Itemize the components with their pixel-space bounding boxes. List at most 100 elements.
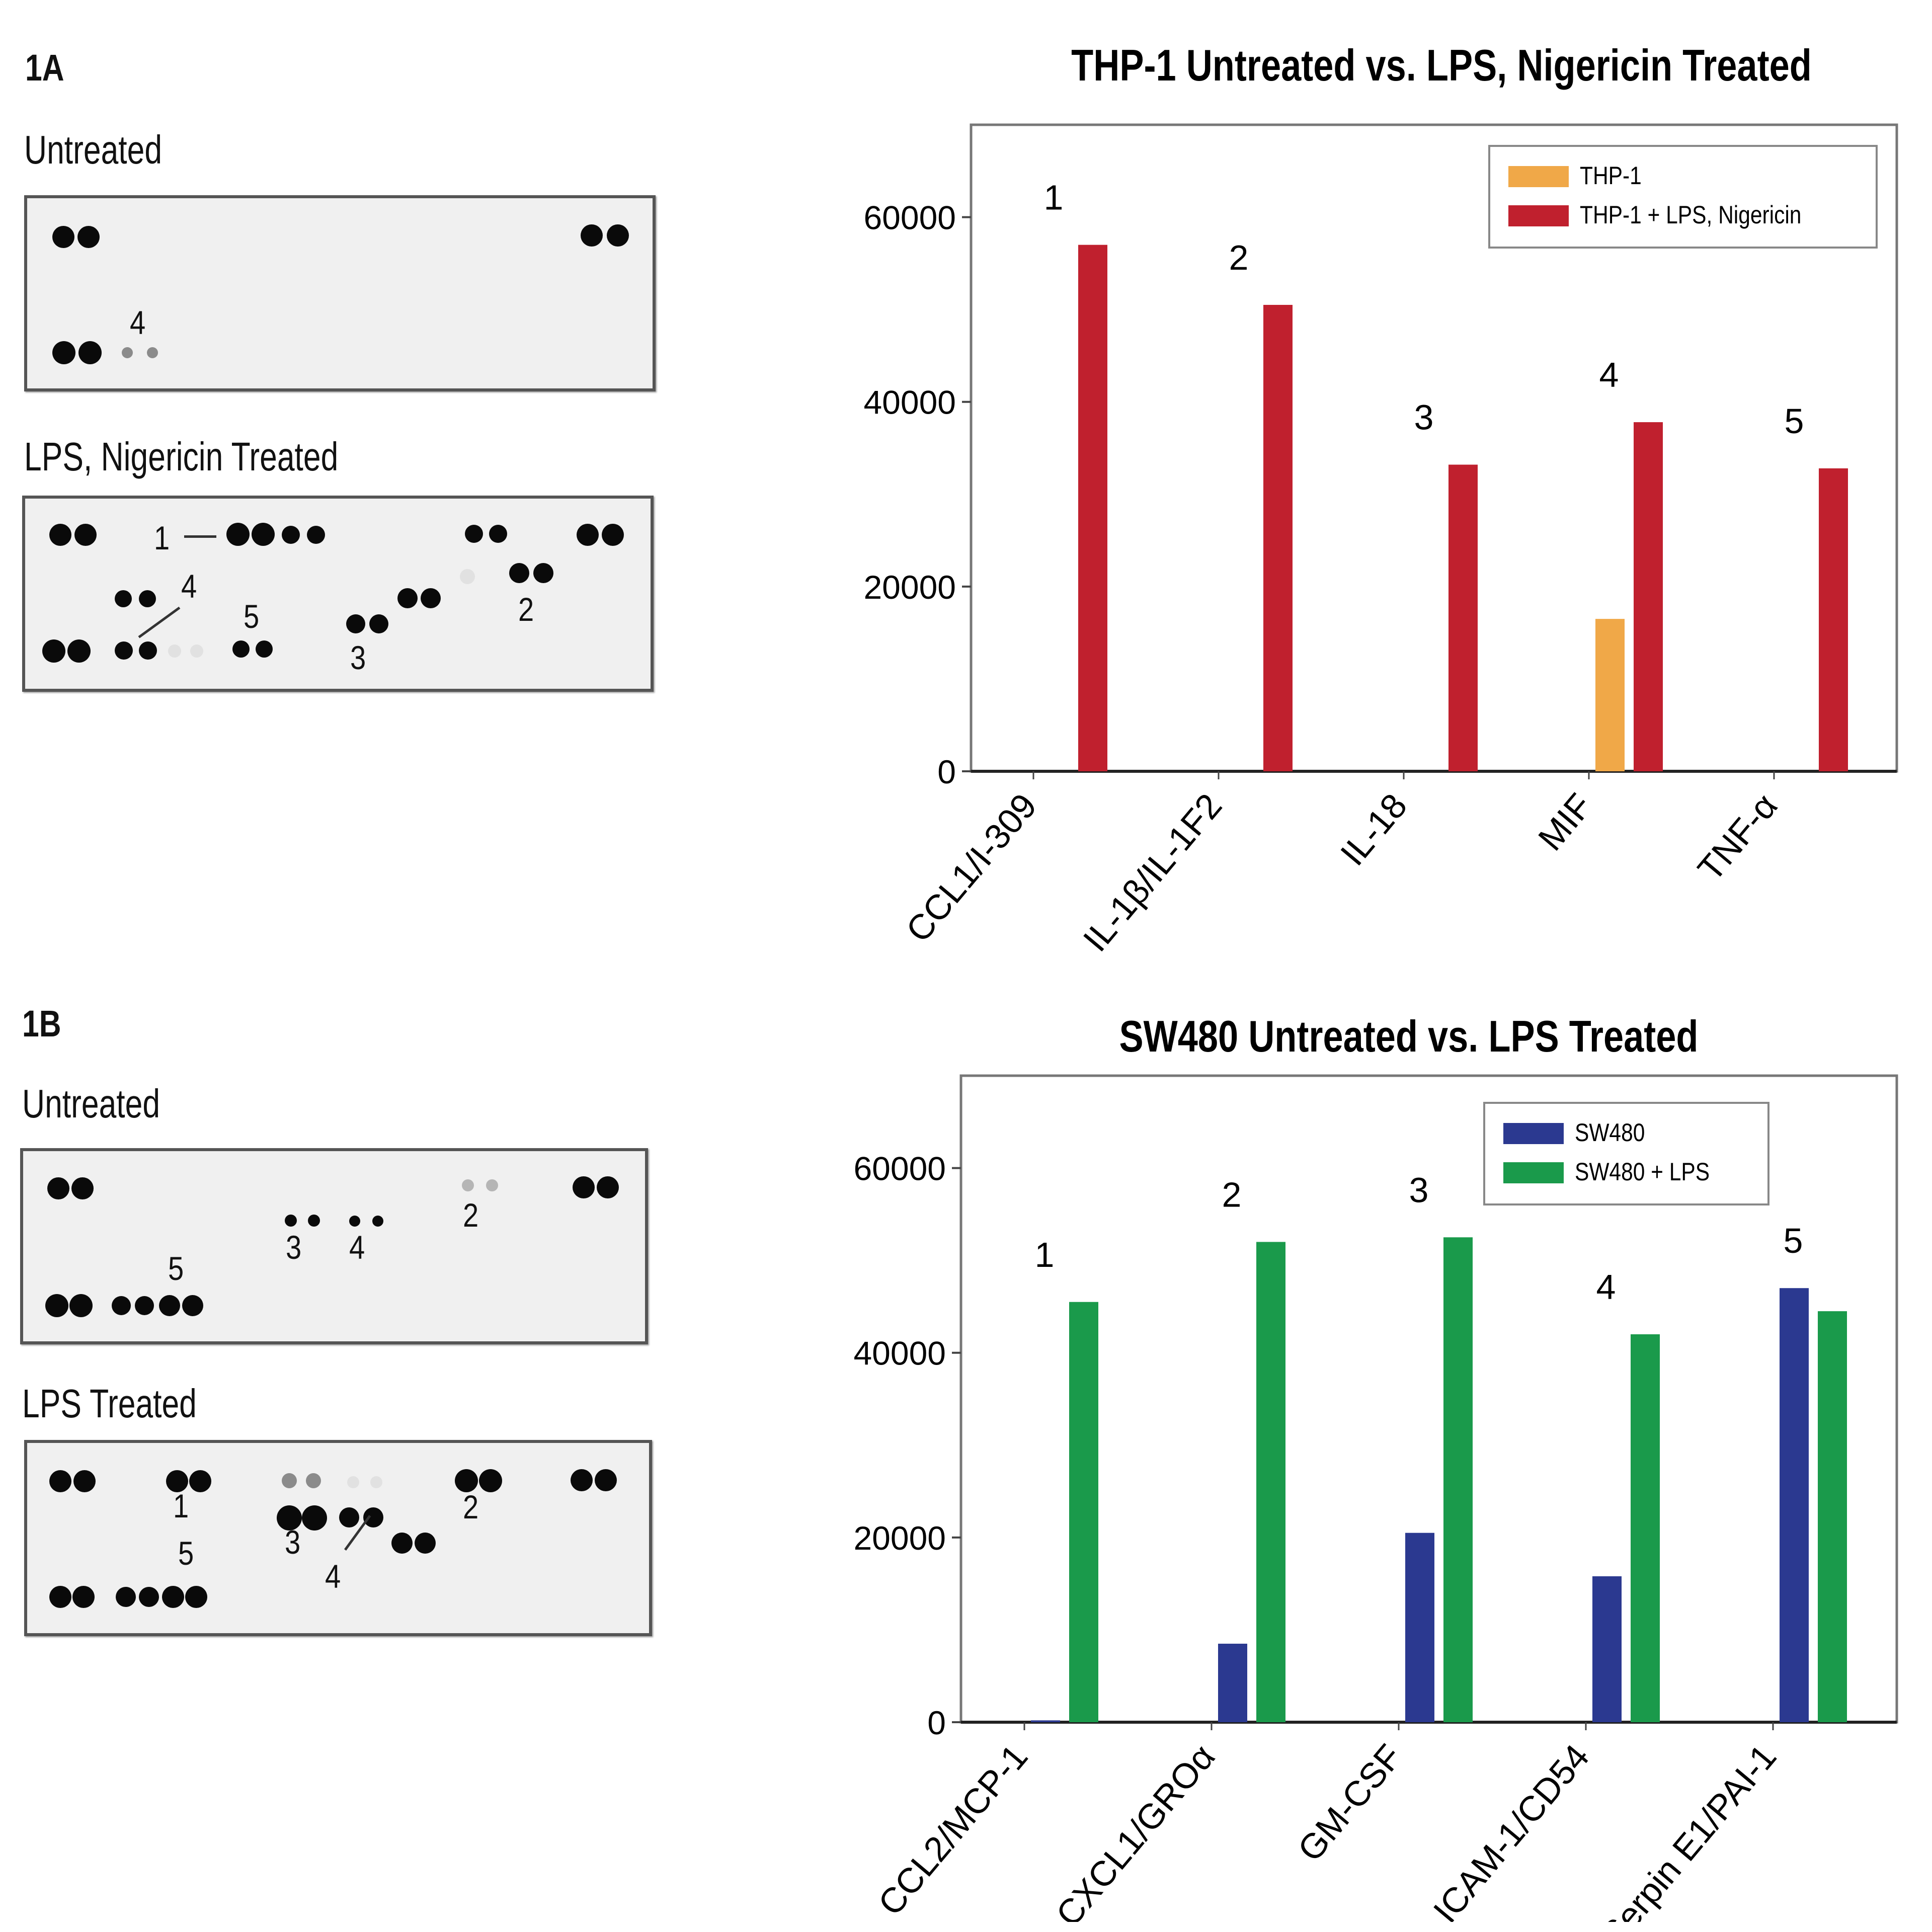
x-tick-label: MIF [1531,786,1599,858]
blot-1a-treated-number-4: 4 [181,568,197,605]
blot-spot [581,224,603,247]
blot-1a-treated [22,496,654,692]
blot-spot [571,1469,593,1491]
blot-spot [67,639,91,663]
blot-spot [607,224,629,247]
blot-spot [52,226,74,248]
blot-spot [369,614,388,633]
blot-spot [533,563,553,583]
legend-swatch [1503,1162,1564,1183]
blot-spot [78,341,102,364]
bar [1631,1334,1660,1722]
bar-number-label: 4 [1599,355,1619,394]
y-tick-label: 40000 [863,384,956,421]
blot-spot [339,1507,359,1527]
blot-spot [185,1586,207,1608]
bar-number-label: 4 [1596,1267,1616,1307]
x-tick-label: ICAM-1/CD54 [1426,1737,1597,1922]
panel-1b-label: 1B [22,1003,61,1044]
blot-spot [256,640,273,658]
blot-spot [122,347,133,358]
bar-number-label: 5 [1785,401,1804,441]
x-tick-label: GM-CSF [1290,1737,1409,1869]
blot-spot [397,588,418,608]
blot-1a-untreated [24,195,656,391]
blot-1a-treated-number-5: 5 [244,598,260,635]
blot-spot [302,1505,327,1531]
legend-label: THP-1 [1580,162,1642,190]
blot-spot [577,524,599,546]
blot-1b-untreated-number-2: 2 [463,1196,479,1234]
x-tick-label: IL-18 [1333,786,1414,873]
chart-title: THP-1 Untreated vs. LPS, Nigericin Treat… [1071,41,1812,90]
blot-spot [168,645,181,658]
bar-number-label: 2 [1222,1175,1242,1214]
bar [1078,245,1107,772]
blot-1b-untreated-number-3: 3 [286,1229,302,1266]
blot-spot [49,524,71,546]
bar [1634,422,1663,771]
blot-spot [308,1215,320,1227]
blot-1a-untreated-title: Untreated [24,127,163,172]
blot-spot [226,523,250,546]
blot-spot [74,524,97,546]
legend-swatch [1508,166,1569,187]
legend-label: SW480 + LPS [1575,1158,1710,1186]
blot-spot [73,1470,96,1492]
blot-spot [47,1177,69,1199]
blot-spot [69,1294,93,1317]
blot-spot [252,523,275,546]
blot-spot [52,341,75,364]
bar-number-label: 1 [1035,1235,1055,1274]
y-tick-label: 0 [927,1704,946,1741]
legend-label: SW480 [1575,1118,1645,1147]
bar [1263,304,1293,771]
x-tick-label: CCL1/I-309 [899,786,1044,949]
bar [1218,1643,1247,1722]
blot-spot [147,347,158,358]
y-tick-label: 20000 [863,569,956,606]
blot-spot [139,590,156,607]
blot-1a-treated-number-2: 2 [518,591,534,628]
bar [1780,1288,1809,1722]
bar [1592,1576,1622,1722]
blot-spot [509,563,529,583]
blot-spot [116,1587,136,1607]
blot-spot [363,1507,383,1527]
blot-1b-treated-number-4: 4 [325,1558,341,1595]
blot-1b-untreated [20,1148,648,1344]
blot-spot [486,1179,498,1191]
blot-1a-treated-number-1: 1 [154,519,170,556]
bar [1256,1242,1285,1722]
legend-swatch [1508,205,1569,226]
blot-1b-treated-number-5: 5 [178,1535,194,1572]
blot-spot [421,588,441,608]
bar [1448,464,1478,771]
chart-thp1: THP-1 Untreated vs. LPS, Nigericin Treat… [863,41,1898,959]
blot-spot [71,1177,94,1199]
bar [1818,1311,1847,1722]
bar-number-label: 1 [1044,178,1064,217]
blot-spot [135,1296,154,1315]
blot-1b-treated-title: LPS Treated [22,1381,197,1426]
bar [1031,1720,1060,1722]
blot-spot [282,526,300,544]
blot-spot [455,1469,478,1492]
bar [1595,619,1625,771]
y-tick-label: 60000 [853,1150,946,1187]
blot-1a-treated-number-3: 3 [350,639,366,676]
bar-number-label: 2 [1229,238,1249,277]
blot-spot [479,1469,502,1492]
legend-label: THP-1 + LPS, Nigericin [1580,201,1801,229]
blot-spot [573,1176,595,1198]
blot-1a-untreated-number-4: 4 [130,304,146,341]
blot-spot [597,1176,619,1198]
blot-spot [77,226,100,248]
blot-spot [139,641,157,660]
blot-spot [347,1476,359,1488]
blot-spot [166,1470,188,1492]
bar [1819,468,1848,771]
blot-spot [190,645,203,658]
blot-spot [285,1215,297,1227]
blot-spot [115,641,133,660]
